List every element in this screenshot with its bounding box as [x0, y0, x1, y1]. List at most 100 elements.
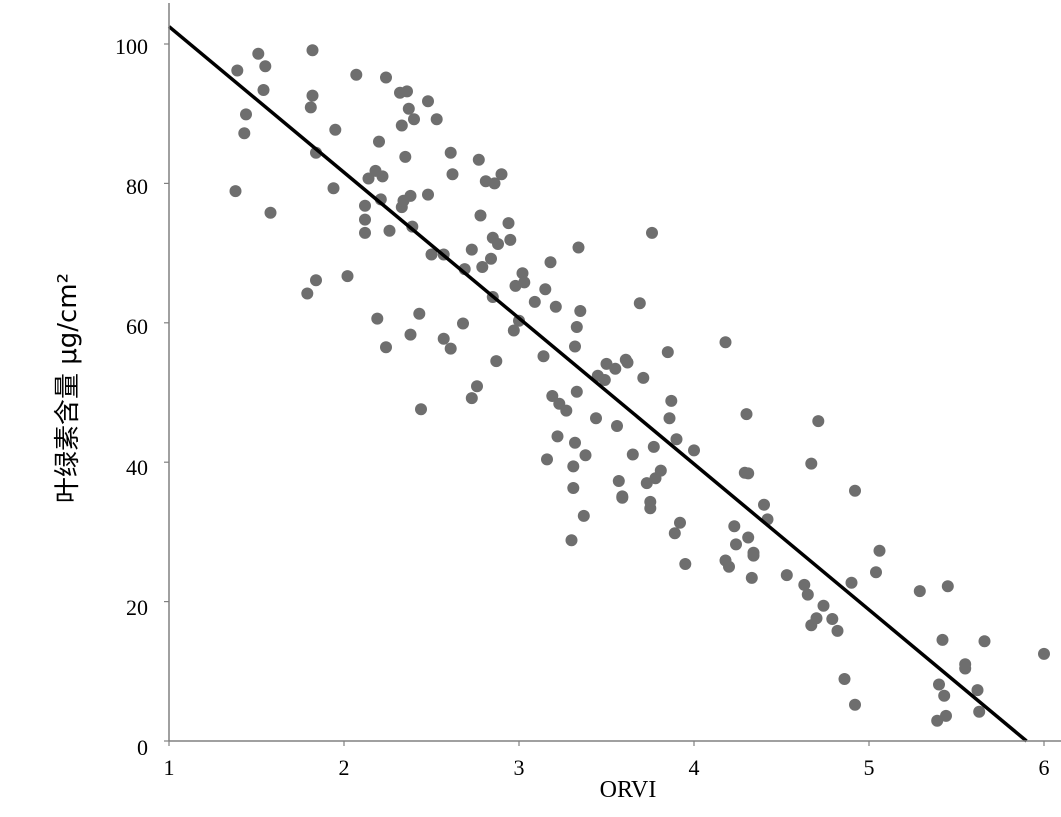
data-point: [306, 44, 319, 57]
data-point: [238, 127, 251, 140]
data-point: [240, 108, 252, 121]
data-point: [402, 102, 415, 115]
data-point: [740, 408, 753, 421]
data-point: [495, 168, 508, 181]
data-point: [359, 199, 371, 212]
data-point: [674, 516, 686, 529]
data-point: [380, 341, 392, 354]
data-point: [415, 403, 427, 416]
data-point: [621, 356, 634, 369]
data-point: [373, 135, 385, 148]
data-point: [502, 217, 515, 230]
data-point: [422, 95, 434, 108]
data-point: [371, 312, 384, 325]
data-point: [474, 209, 487, 222]
data-point: [567, 482, 580, 494]
y-tick-label: 60: [126, 314, 148, 339]
data-point: [978, 635, 991, 648]
data-point: [661, 346, 674, 359]
data-point: [252, 47, 265, 60]
data-point: [304, 101, 317, 114]
x-tick-label: 5: [864, 755, 875, 780]
data-point: [849, 698, 861, 711]
data-point: [831, 624, 844, 637]
data-point: [306, 89, 319, 102]
data-point: [723, 560, 735, 573]
data-point: [471, 380, 483, 393]
data-point: [329, 123, 342, 136]
data-point: [936, 633, 949, 646]
data-point: [644, 495, 657, 508]
data-point: [446, 168, 459, 181]
data-point: [408, 113, 420, 126]
data-point: [425, 248, 438, 261]
data-point: [933, 678, 945, 691]
data-point: [730, 538, 742, 551]
data-point: [444, 146, 457, 159]
data-point: [539, 283, 552, 296]
data-point: [670, 433, 683, 446]
data-point: [257, 84, 270, 96]
data-point: [931, 714, 944, 727]
data-point: [430, 113, 443, 126]
data-point: [383, 224, 396, 237]
data-point: [565, 534, 578, 547]
y-tick-label: 40: [126, 455, 148, 480]
data-point: [551, 430, 564, 443]
data-point: [940, 709, 952, 722]
y-tick-label: 20: [126, 595, 148, 620]
data-point: [959, 658, 972, 671]
y-tick-label: 100: [115, 34, 148, 59]
data-point: [579, 449, 592, 462]
data-point: [870, 566, 882, 579]
data-point: [938, 689, 951, 702]
data-point: [728, 520, 741, 533]
data-point: [546, 390, 559, 402]
data-point: [747, 546, 760, 559]
data-point: [541, 453, 553, 466]
data-point: [504, 233, 517, 246]
data-point: [264, 206, 277, 219]
data-point: [810, 612, 823, 625]
data-point: [472, 153, 485, 166]
data-point: [567, 460, 580, 473]
data-point: [616, 491, 629, 504]
data-point: [457, 317, 469, 330]
data-point: [849, 484, 861, 497]
y-axis-label: 叶绿素含量 μg/cm²: [53, 273, 83, 503]
data-point: [640, 477, 653, 490]
data-point: [817, 599, 830, 612]
data-point: [485, 252, 497, 265]
data-point: [801, 588, 814, 601]
data-point: [758, 498, 770, 511]
data-point: [598, 374, 611, 386]
data-point: [549, 300, 562, 313]
data-point: [574, 305, 587, 317]
data-point: [570, 385, 583, 398]
data-point: [413, 307, 426, 320]
data-point: [971, 684, 984, 697]
data-point: [780, 569, 793, 582]
data-point: [488, 177, 501, 190]
data-point: [826, 613, 839, 625]
x-tick-label: 6: [1039, 755, 1050, 780]
data-point: [465, 392, 478, 405]
data-point: [646, 226, 658, 239]
data-point: [359, 213, 371, 226]
data-point: [395, 119, 408, 132]
data-point: [845, 576, 858, 589]
data-point: [654, 464, 667, 477]
data-point: [742, 531, 755, 544]
data-point: [404, 328, 417, 341]
data-point: [798, 578, 811, 591]
data-point: [518, 276, 531, 289]
data-point: [913, 585, 926, 598]
data-point: [401, 85, 413, 98]
data-point: [544, 256, 557, 269]
data-point: [742, 467, 755, 480]
data-point: [350, 68, 363, 81]
data-point: [570, 321, 583, 333]
data-point: [626, 448, 639, 461]
data-point: [577, 509, 590, 522]
